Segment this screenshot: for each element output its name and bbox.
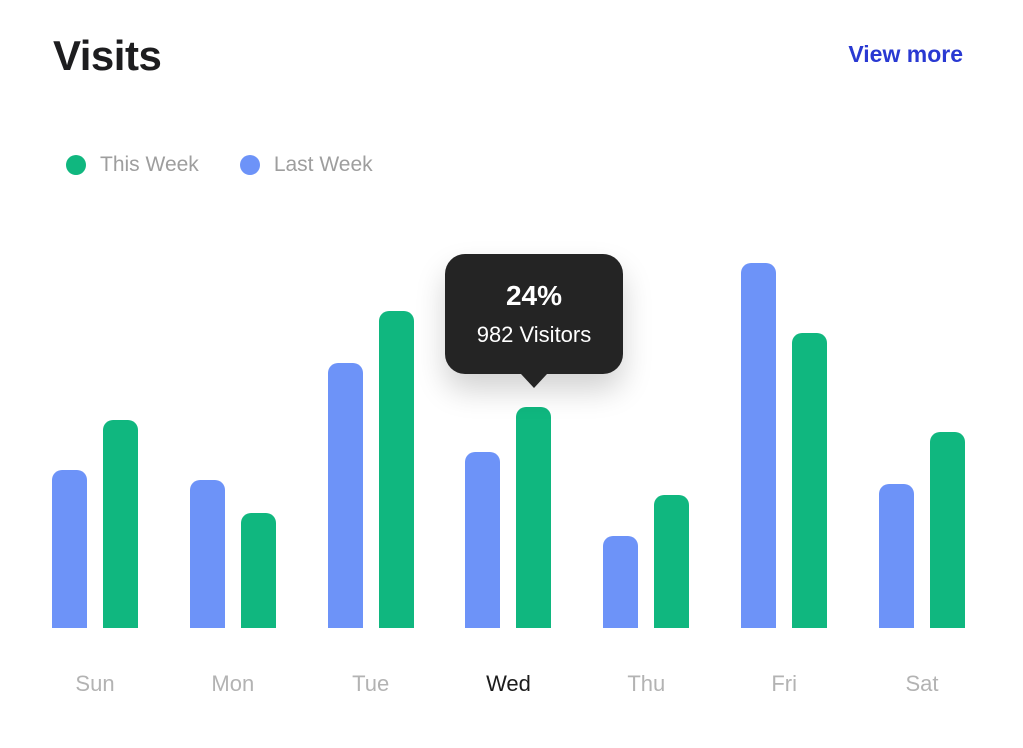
tooltip: 24% 982 Visitors	[444, 254, 623, 374]
this-week-dot-icon	[66, 155, 86, 175]
x-axis-label-thu: Thu	[627, 671, 666, 696]
x-axis-label-tue: Tue	[352, 671, 390, 696]
bar-group-fri	[741, 248, 828, 628]
tooltip-percent: 24%	[505, 280, 562, 311]
bar-wed-last-week[interactable]	[465, 452, 501, 628]
x-axis-label-wed: Wed	[486, 671, 531, 696]
bar-sun-this-week[interactable]	[103, 420, 138, 628]
last-week-dot-icon	[239, 155, 260, 175]
x-axis-labels: Sun Mon Tue Wed Thu Fri Sat	[52, 670, 965, 697]
bar-group-wed: 24% 982 Visitors	[444, 248, 623, 628]
bar-group-sun	[52, 248, 138, 628]
legend-item-last-week[interactable]: Last Week	[239, 153, 373, 177]
tooltip-visitors: 982 Visitors	[476, 322, 592, 347]
bar-group-sat	[878, 248, 965, 628]
bar-tue-this-week[interactable]	[378, 311, 414, 628]
legend-label-last-week: Last Week	[273, 153, 373, 176]
bar-thu-this-week[interactable]	[654, 495, 690, 628]
bar-group-tue	[327, 248, 414, 628]
x-axis-label-mon: Mon	[211, 671, 255, 696]
bar-mon-last-week[interactable]	[189, 480, 225, 628]
bar-tue-last-week[interactable]	[327, 363, 363, 628]
view-more-link[interactable]: View more	[848, 41, 963, 67]
legend-item-this-week[interactable]: This Week	[66, 153, 199, 177]
bar-chart: 24% 982 Visitors	[52, 248, 965, 628]
x-axis-label-fri: Fri	[771, 671, 797, 696]
bar-fri-last-week[interactable]	[741, 263, 777, 628]
x-axis-label-sun: Sun	[75, 671, 115, 696]
bar-group-thu	[603, 248, 690, 628]
bar-mon-this-week[interactable]	[240, 513, 276, 628]
bar-group-mon	[189, 248, 276, 628]
legend: This Week Last Week	[66, 153, 373, 177]
bar-sat-last-week[interactable]	[878, 484, 914, 628]
bar-thu-last-week[interactable]	[603, 536, 639, 628]
x-axis-label-sat: Sat	[905, 671, 939, 696]
legend-label-this-week: This Week	[100, 153, 199, 176]
page-title: Visits	[53, 32, 162, 79]
bar-sun-last-week[interactable]	[52, 470, 87, 628]
bar-wed-this-week[interactable]: 24% 982 Visitors	[444, 254, 623, 628]
bar-fri-this-week[interactable]	[792, 333, 828, 628]
bar-sat-this-week[interactable]	[929, 432, 965, 628]
